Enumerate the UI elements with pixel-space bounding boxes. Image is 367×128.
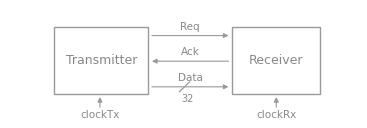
Text: Req: Req xyxy=(181,22,200,32)
Bar xyxy=(54,27,148,94)
Text: Receiver: Receiver xyxy=(249,54,304,67)
Text: clockTx: clockTx xyxy=(80,110,120,120)
Bar xyxy=(232,27,320,94)
Text: Ack: Ack xyxy=(181,47,200,57)
Text: 32: 32 xyxy=(181,94,193,104)
Text: Transmitter: Transmitter xyxy=(66,54,137,67)
Text: clockRx: clockRx xyxy=(256,110,297,120)
Text: Data: Data xyxy=(178,73,203,83)
